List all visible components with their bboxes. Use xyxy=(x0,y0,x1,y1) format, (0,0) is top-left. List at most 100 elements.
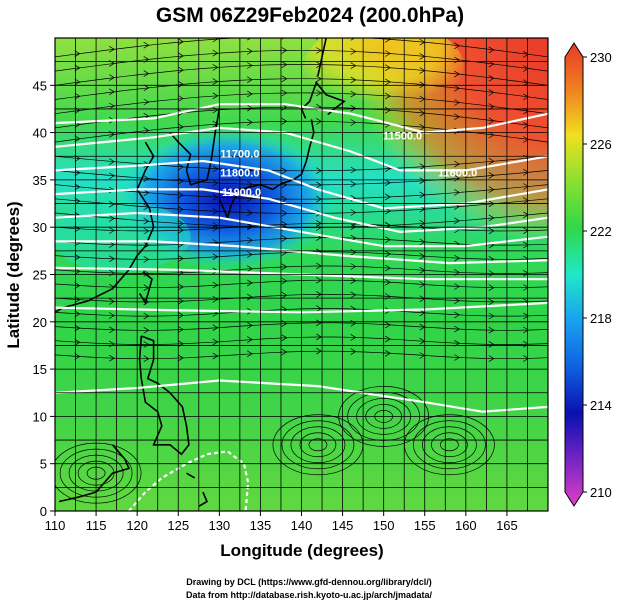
wind-arrow xyxy=(178,38,184,46)
wind-arrow xyxy=(281,263,288,271)
wind-arrow xyxy=(350,48,357,55)
wind-arrow xyxy=(454,189,460,196)
wind-arrow xyxy=(178,191,184,199)
wind-arrow xyxy=(74,169,81,177)
wind-arrow xyxy=(523,50,529,58)
wind-arrow xyxy=(385,179,391,187)
wind-arrow xyxy=(143,326,150,334)
wind-arrow xyxy=(385,38,391,43)
wind-arrow xyxy=(281,334,288,342)
wind-arrow xyxy=(212,78,219,85)
wind-arrow xyxy=(74,324,81,332)
x-axis-label: Longitude (degrees) xyxy=(220,541,383,560)
wind-arrow xyxy=(281,195,288,203)
wind-arrow xyxy=(74,92,81,100)
wind-arrow xyxy=(109,255,115,263)
coastline-segment xyxy=(169,108,221,186)
wind-arrow xyxy=(385,335,391,343)
wind-arrow xyxy=(316,220,322,227)
x-tick-label: 145 xyxy=(332,518,354,533)
wind-arrow xyxy=(247,322,253,329)
wind-arrow xyxy=(143,70,150,77)
wind-arrow xyxy=(178,206,184,213)
wind-arrow xyxy=(74,310,81,318)
wind-arrow xyxy=(350,263,357,270)
wind-arrow xyxy=(178,326,184,333)
wind-arrow xyxy=(247,251,253,258)
colorbar-tick-label: 218 xyxy=(590,311,612,326)
x-tick-label: 150 xyxy=(373,518,395,533)
wind-arrow xyxy=(316,167,322,175)
colorbar: 210 214 218 222 226 230 xyxy=(564,42,612,507)
wind-arrow xyxy=(350,291,357,299)
wind-arrow xyxy=(247,38,252,41)
wind-arrow xyxy=(385,50,391,57)
wind-arrow xyxy=(247,265,253,273)
wind-arrow xyxy=(316,118,322,125)
wind-arrow xyxy=(523,65,529,72)
eddy-streamline xyxy=(290,426,346,464)
wind-arrow xyxy=(385,165,391,172)
eddy-streamline xyxy=(281,420,355,470)
credit-data: Data from http://database.rish.kyoto-u.a… xyxy=(186,590,433,600)
wind-arrow xyxy=(523,79,529,87)
wind-arrow xyxy=(281,167,288,175)
wind-arrow xyxy=(212,338,219,346)
wind-arrow xyxy=(385,106,391,114)
contour-labels: 11700.0 11800.0 11900.0 11500.0 11600.0 xyxy=(220,130,477,199)
wind-arrow xyxy=(247,47,253,55)
y-tick-label: 0 xyxy=(40,504,47,519)
eddy-streamline xyxy=(440,438,459,452)
wind-arrow xyxy=(178,311,184,319)
wind-arrow xyxy=(523,211,529,219)
wind-arrow xyxy=(109,172,115,180)
wind-arrow xyxy=(247,336,253,343)
wind-arrow xyxy=(143,298,150,306)
wind-arrow xyxy=(109,340,115,348)
wind-arrow xyxy=(109,88,115,96)
wind-arrow xyxy=(247,104,253,112)
wind-arrow xyxy=(74,183,81,191)
wind-arrow xyxy=(350,319,357,327)
wind-arrow xyxy=(523,121,529,129)
wind-arrow xyxy=(488,355,495,362)
y-tick-label: 5 xyxy=(40,457,47,472)
wind-arrow xyxy=(385,349,391,357)
wind-arrow xyxy=(488,326,495,334)
wind-arrow xyxy=(143,175,150,182)
wind-arrow xyxy=(523,312,529,320)
colorbar-tick-label: 210 xyxy=(590,485,612,500)
x-tick-label: 165 xyxy=(496,518,518,533)
wind-arrow xyxy=(74,107,81,114)
wind-arrow xyxy=(178,226,184,234)
wind-arrow xyxy=(454,283,460,290)
wind-arrow xyxy=(281,348,288,356)
wind-arrow xyxy=(178,177,184,185)
wind-arrow xyxy=(281,47,288,54)
wind-arrow xyxy=(385,250,391,258)
wind-arrow xyxy=(488,284,495,292)
wind-arrow xyxy=(143,256,150,263)
wind-arrow xyxy=(178,354,184,362)
wind-arrow xyxy=(523,136,529,143)
wind-arrow xyxy=(385,236,391,244)
wind-arrow xyxy=(523,355,529,362)
wind-arrow xyxy=(281,220,288,228)
wind-arrow xyxy=(178,297,184,305)
wind-arrow xyxy=(143,270,150,277)
x-tick-label: 120 xyxy=(126,518,148,533)
contour-label: 11800.0 xyxy=(220,167,259,179)
wind-arrow xyxy=(74,135,81,143)
colorbar-tick-label: 226 xyxy=(590,137,612,152)
height-contour xyxy=(55,126,548,172)
wind-arrow xyxy=(143,227,150,235)
wind-arrow xyxy=(281,89,288,97)
wind-arrow xyxy=(143,41,150,49)
wind-arrow xyxy=(454,84,460,92)
y-axis-label: Latitude (degrees) xyxy=(4,201,23,348)
wind-arrow xyxy=(350,62,357,70)
x-tick-label: 160 xyxy=(455,518,477,533)
wind-arrow xyxy=(350,209,357,216)
wind-arrow xyxy=(109,354,115,362)
wind-arrow xyxy=(212,106,219,114)
